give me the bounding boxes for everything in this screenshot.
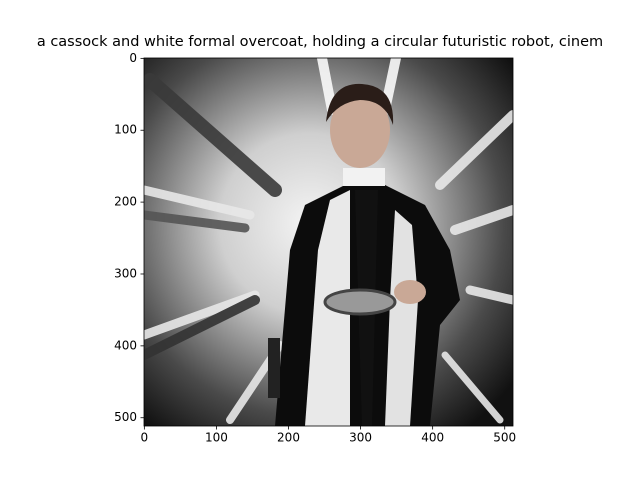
y-tick-label: 500 [114, 410, 137, 424]
x-tick-label: 100 [205, 431, 228, 445]
y-tick-label: 400 [114, 338, 137, 352]
y-tick-label: 0 [129, 51, 137, 65]
y-tick-label: 300 [114, 266, 137, 280]
image [144, 58, 513, 426]
x-tick-label: 200 [277, 431, 300, 445]
y-tick-label: 100 [114, 123, 137, 137]
x-tick-label: 400 [421, 431, 444, 445]
y-tick-label: 200 [114, 195, 137, 209]
axes-frame [143, 57, 514, 427]
x-tick-label: 300 [349, 431, 372, 445]
x-tick-label: 0 [141, 431, 149, 445]
chart-title: a cassock and white formal overcoat, hol… [37, 34, 603, 50]
x-tick-label: 500 [493, 431, 516, 445]
